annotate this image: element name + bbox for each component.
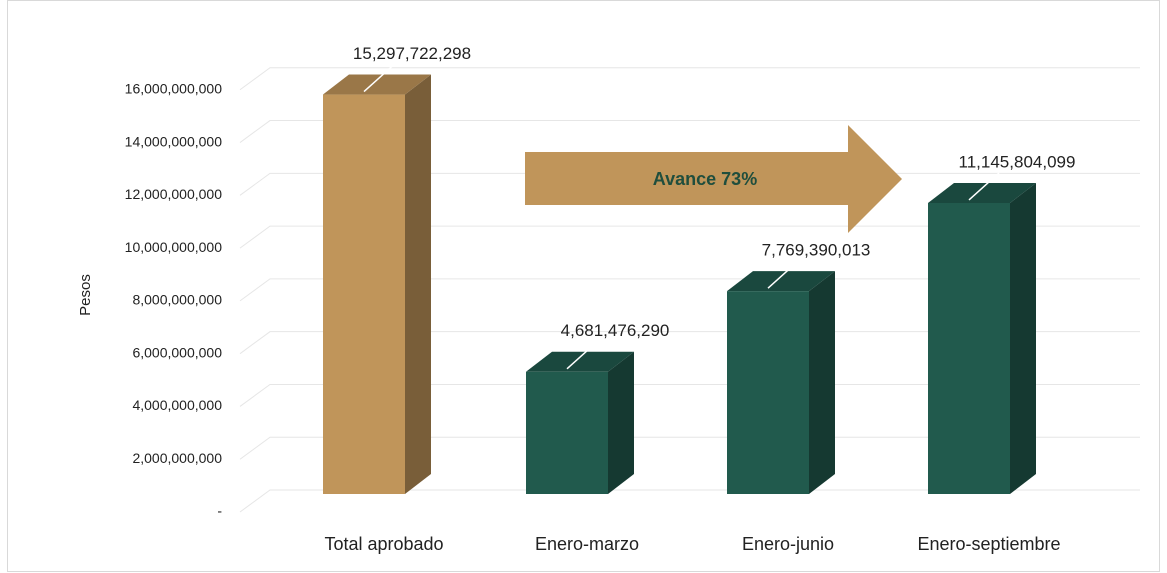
x-tick-label: Enero-septiembre [917, 534, 1060, 554]
bar-front [928, 202, 1010, 494]
bar-front [727, 291, 809, 494]
y-tick-label: 10,000,000,000 [125, 239, 223, 255]
bar-top [727, 271, 835, 292]
grid-line [239, 436, 1140, 460]
bar-front [526, 371, 608, 494]
grid-line [239, 489, 1140, 513]
grid-line [239, 67, 1140, 91]
bar-side [405, 74, 431, 494]
grid-line [239, 120, 1140, 143]
bar [928, 182, 1036, 494]
y-tick-label: - [217, 503, 222, 519]
bar [727, 271, 835, 494]
bar-front [323, 94, 405, 494]
bar-top [323, 74, 431, 95]
leader-line [566, 341, 598, 370]
y-tick-label: 12,000,000,000 [125, 186, 223, 202]
bar-top [526, 351, 634, 372]
y-tick-label: 2,000,000,000 [132, 450, 222, 466]
value-label: 4,681,476,290 [561, 321, 670, 340]
leader-line [363, 64, 395, 93]
bar-side [1010, 182, 1036, 494]
x-tick-label: Enero-marzo [535, 534, 639, 554]
annotation: Avance 73% [653, 169, 757, 189]
leader-line [968, 172, 1000, 201]
y-tick-label: 8,000,000,000 [132, 292, 222, 308]
bar [323, 74, 431, 494]
y-tick-label: 16,000,000,000 [125, 80, 223, 96]
bar-side [809, 271, 835, 494]
y-axis-title: Pesos [77, 274, 94, 316]
y-tick-label: 6,000,000,000 [132, 344, 222, 360]
bar [526, 351, 634, 494]
bar-side [608, 351, 634, 494]
x-tick-label: Enero-junio [742, 534, 834, 554]
y-tick-label: 14,000,000,000 [125, 133, 223, 149]
value-label: 15,297,722,298 [353, 44, 471, 63]
grid-line [239, 278, 1140, 302]
x-tick-label: Total aprobado [324, 534, 443, 554]
grid-line [239, 383, 1140, 407]
leader-line [767, 260, 799, 289]
grid-line [239, 331, 1140, 355]
arrow [525, 125, 902, 233]
value-label: 11,145,804,099 [959, 152, 1076, 171]
y-tick-label: 4,000,000,000 [132, 397, 222, 413]
bar-top [928, 182, 1036, 203]
value-label: 7,769,390,013 [762, 241, 871, 260]
